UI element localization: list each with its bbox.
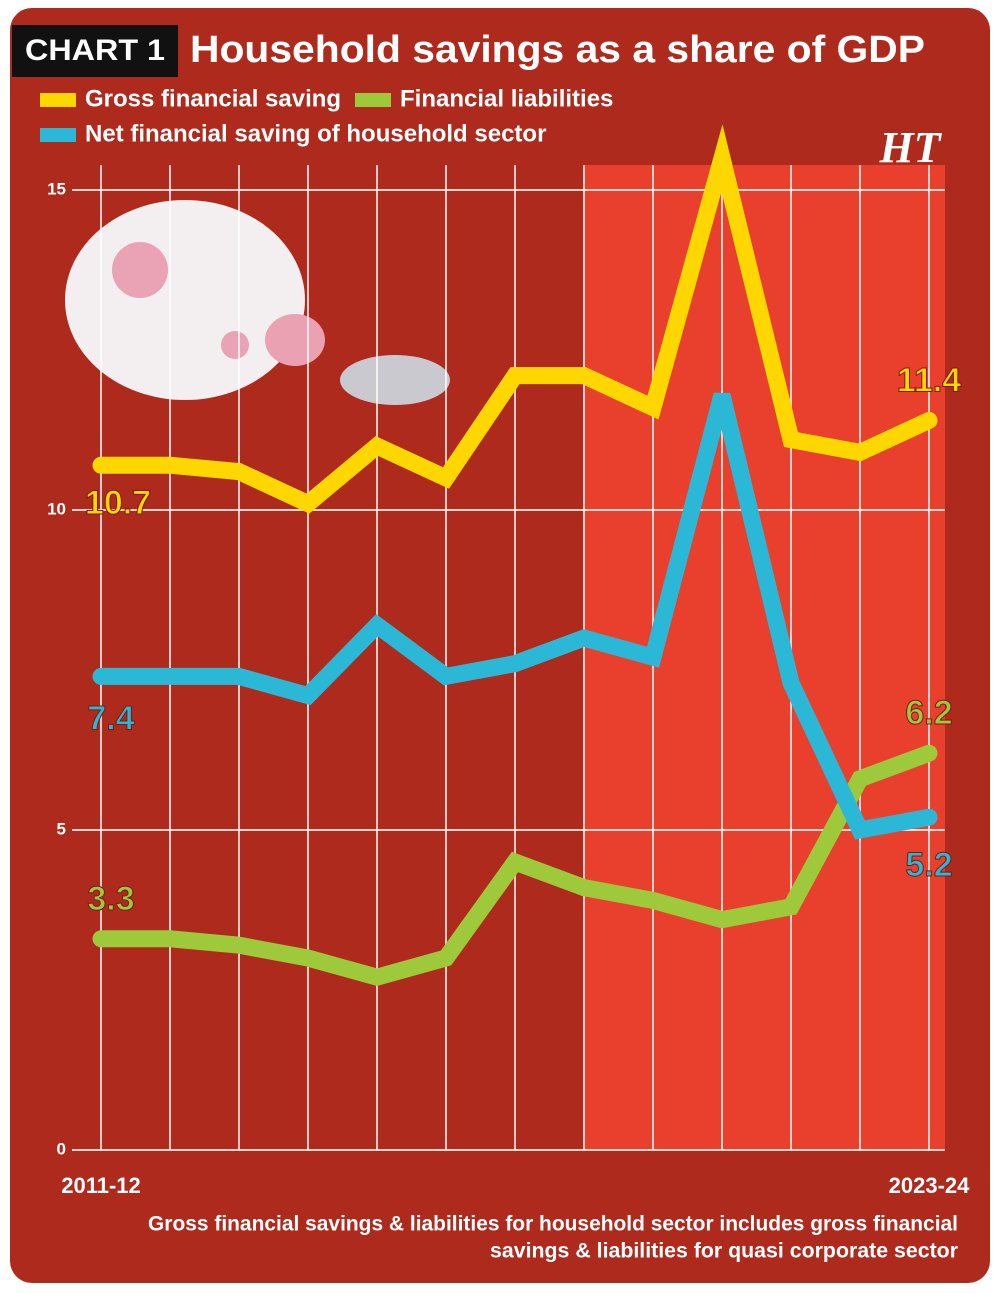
- data-label: 10.7: [85, 484, 151, 522]
- legend-label: Financial liabilities: [400, 85, 613, 112]
- x-tick-label: 2011-12: [61, 1173, 141, 1198]
- footnote: Gross financial savings & liabilities fo…: [148, 1213, 958, 1236]
- data-label: 11.4: [897, 361, 961, 399]
- legend-label: Net financial saving of household sector: [85, 120, 546, 147]
- series-line: [92, 744, 938, 987]
- legend-label: Gross financial saving: [85, 85, 341, 112]
- legend-swatch: [355, 93, 391, 107]
- badge: CHART 1: [25, 34, 165, 67]
- data-label: 6.2: [905, 694, 952, 732]
- y-tick-label: 10: [47, 499, 66, 518]
- data-label: 5.2: [905, 846, 952, 884]
- y-tick-label: 15: [47, 179, 66, 198]
- piggy-decor: [65, 200, 450, 405]
- x-tick-label: 2023-24: [889, 1173, 971, 1198]
- logo: HT: [878, 123, 942, 172]
- chart-title: Household savings as a share of GDP: [190, 29, 925, 71]
- series-line: [92, 392, 938, 840]
- y-tick-label: 0: [57, 1139, 66, 1158]
- series-line: [92, 124, 938, 514]
- legend-swatch: [40, 93, 76, 107]
- y-tick-label: 5: [57, 819, 66, 838]
- badge-box: [12, 25, 178, 77]
- data-label: 3.3: [87, 880, 134, 918]
- data-label: 7.4: [87, 699, 134, 737]
- footnote: savings & liabilities for quasi corporat…: [490, 1240, 958, 1263]
- legend-swatch: [40, 128, 76, 142]
